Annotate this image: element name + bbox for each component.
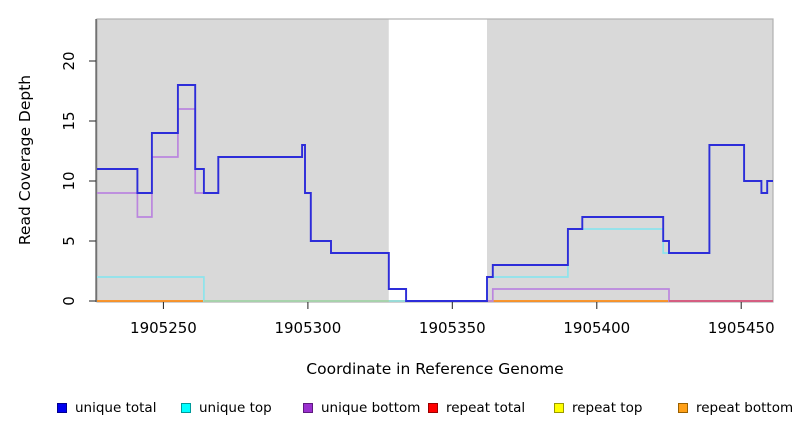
- legend-label: unique bottom: [321, 400, 421, 416]
- legend-item-unique-bottom: unique bottom: [303, 398, 420, 418]
- legend-swatch-icon: [303, 403, 313, 413]
- legend-item-unique-total: unique total: [57, 398, 156, 418]
- legend-item-repeat-top: repeat top: [554, 398, 642, 418]
- x-tick-label: 1905450: [708, 319, 775, 337]
- series-line-unique-total: [97, 84, 773, 302]
- axes-group: 1905250 1905300 1905350 1905400 1905450 0 5 10 1…: [60, 19, 775, 337]
- plot-background-group: [97, 19, 773, 302]
- x-tick-label: 1905300: [274, 319, 341, 337]
- alignment-gap-band: [388, 19, 487, 302]
- legend-label: repeat total: [446, 400, 526, 416]
- legend-swatch-icon: [554, 403, 564, 413]
- legend-label: unique total: [75, 400, 157, 416]
- x-tick-label: 1905250: [130, 319, 197, 337]
- legend-label: repeat top: [572, 400, 643, 416]
- plot-border-group: [96, 18, 774, 303]
- series-lines-group: [97, 84, 773, 302]
- legend-item-repeat-bottom: repeat bottom: [678, 398, 792, 418]
- plot-border: [96, 18, 774, 303]
- x-axis-title: Coordinate in Reference Genome: [306, 360, 563, 378]
- legend-swatch-icon: [428, 403, 438, 413]
- y-tick-label: 10: [60, 171, 78, 190]
- coverage-chart: 1905250 1905300 1905350 1905400 1905450 0 5 10 1…: [16, 18, 775, 378]
- legend-item-unique-top: unique top: [181, 398, 272, 418]
- y-tick-label: 0: [60, 296, 78, 306]
- chart-legend: unique total unique top unique bottom repea…: [0, 398, 792, 420]
- legend-label: repeat bottom: [696, 400, 792, 416]
- y-axis-title: Read Coverage Depth: [16, 75, 34, 245]
- legend-swatch-icon: [181, 403, 191, 413]
- x-tick-label: 1905350: [419, 319, 486, 337]
- x-tick-label: 1905400: [563, 319, 630, 337]
- y-tick-label: 20: [60, 51, 78, 70]
- legend-label: unique top: [199, 400, 272, 416]
- y-tick-label: 15: [60, 111, 78, 130]
- legend-swatch-icon: [678, 403, 688, 413]
- legend-item-repeat-total: repeat total: [428, 398, 525, 418]
- y-tick-label: 5: [60, 236, 78, 246]
- legend-swatch-icon: [57, 403, 67, 413]
